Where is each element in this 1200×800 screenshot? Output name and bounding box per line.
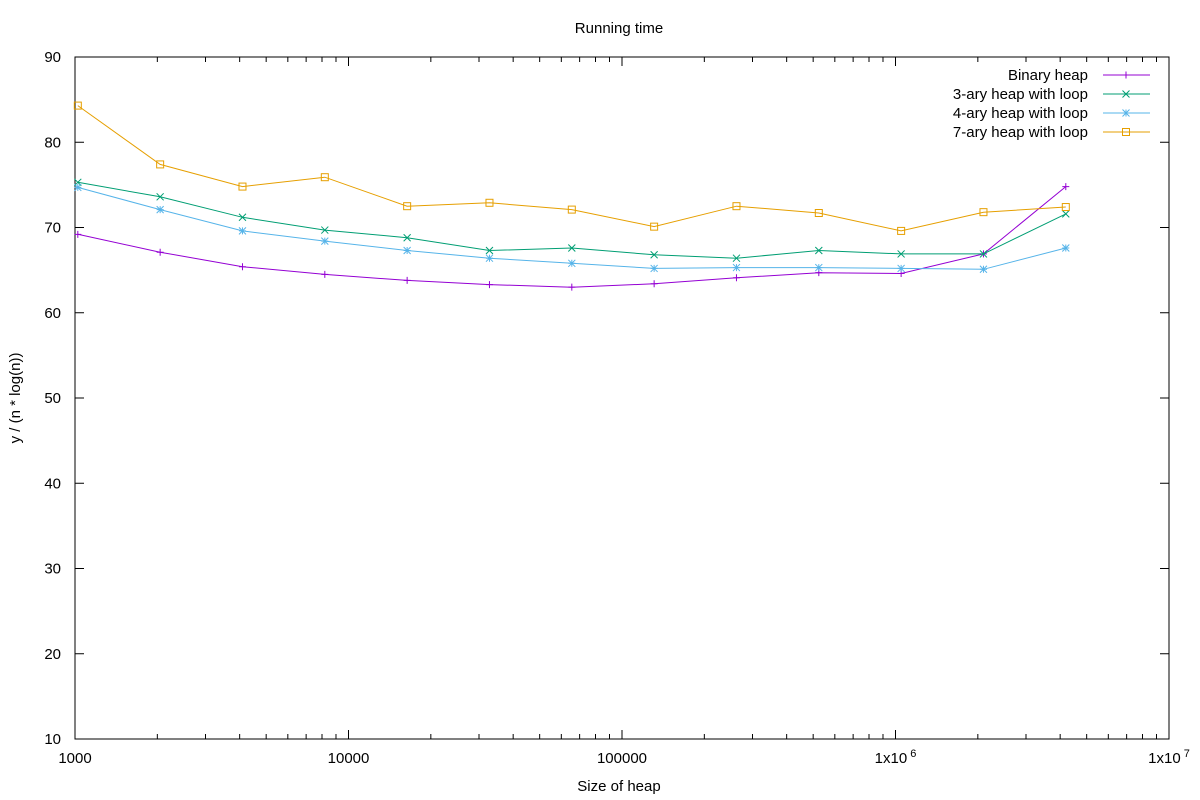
data-point: [403, 276, 411, 284]
data-point: [567, 259, 576, 268]
legend: Binary heap 3-ary heap with loop 4-ary hea…: [953, 67, 1150, 141]
legend-entry: 4-ary heap with loop: [953, 105, 1150, 122]
data-point: [74, 230, 82, 238]
data-point: [979, 250, 988, 258]
y-tick-label: 40: [44, 475, 61, 492]
data-point: [238, 182, 247, 191]
data-point: [485, 246, 494, 255]
series-4: [73, 101, 1070, 235]
data-point: [403, 233, 411, 242]
data-point: [320, 173, 329, 182]
y-tick-label: 60: [44, 305, 61, 322]
data-point: [1061, 244, 1070, 252]
data-point: [485, 281, 493, 289]
legend-label: 7-ary heap with loop: [953, 124, 1088, 141]
data-point: [650, 264, 658, 273]
legend-marker: [1122, 109, 1130, 117]
data-point: [1061, 203, 1070, 212]
x-tick-label: 10000: [328, 750, 370, 767]
data-point: [814, 209, 823, 218]
legend-label: Binary heap: [1008, 67, 1088, 84]
data-point: [156, 192, 165, 201]
data-point: [320, 237, 329, 245]
data-point: [732, 202, 741, 211]
data-point: [156, 248, 164, 256]
y-axis-ticks: 10 20 30 40 50 60 70 80 90: [44, 49, 1169, 748]
data-point: [568, 283, 576, 291]
y-tick-label: 30: [44, 561, 61, 578]
legend-label: 4-ary heap with loop: [953, 105, 1088, 122]
data-point: [73, 183, 82, 192]
data-point: [238, 227, 247, 235]
data-point: [650, 222, 659, 231]
chart-title: Running time: [575, 20, 663, 37]
y-tick-label: 50: [44, 390, 61, 407]
data-point: [73, 101, 82, 110]
data-point: [485, 198, 494, 207]
data-point: [650, 280, 658, 288]
series-line: [77, 186, 1067, 288]
data-point: [156, 205, 165, 214]
data-point: [320, 226, 329, 234]
series-2: [73, 178, 1070, 263]
data-point: [156, 160, 165, 169]
y-tick-label: 90: [44, 49, 61, 66]
data-point: [403, 202, 412, 211]
data-point: [732, 254, 741, 263]
series-1: [74, 183, 1070, 291]
data-point: [897, 264, 905, 273]
data-point: [979, 265, 988, 274]
data-point: [567, 205, 576, 214]
data-point: [238, 263, 246, 271]
data-point: [485, 254, 494, 263]
y-tick-label: 10: [44, 731, 61, 748]
data-point: [814, 246, 823, 255]
data-point: [1062, 183, 1070, 191]
data-point: [897, 250, 905, 258]
x-tick-label: 1000: [58, 750, 91, 767]
data-point: [321, 270, 329, 278]
data-point: [979, 208, 988, 217]
x-tick-label: 1x10 7: [1148, 748, 1190, 767]
series-line: [77, 186, 1066, 270]
data-point: [238, 213, 247, 222]
data-point: [567, 244, 576, 252]
y-tick-label: 20: [44, 646, 61, 663]
x-axis-ticks: 1000 10000 100000 1x10 6 1x10 7: [58, 57, 1190, 767]
legend-label: 3-ary heap with loop: [953, 86, 1088, 103]
legend-marker: [1122, 71, 1130, 79]
legend-entry: Binary heap: [1008, 67, 1150, 84]
data-point: [732, 263, 741, 272]
data-point: [732, 274, 740, 282]
data-point: [814, 263, 823, 272]
series-line: [77, 181, 1067, 259]
series-layer: [73, 101, 1070, 291]
x-tick-label: 100000: [597, 750, 647, 767]
legend-entry: 7-ary heap with loop: [953, 124, 1150, 141]
legend-marker: [1122, 90, 1130, 98]
data-point: [1061, 210, 1070, 218]
y-tick-label: 70: [44, 220, 61, 237]
data-point: [897, 226, 906, 235]
series-line: [77, 105, 1066, 232]
x-tick-label: 1x10 6: [875, 748, 917, 767]
data-point: [403, 246, 411, 255]
data-point: [650, 250, 658, 259]
x-axis-label: Size of heap: [577, 778, 660, 795]
series-3: [73, 183, 1070, 274]
y-tick-label: 80: [44, 134, 61, 151]
plot-frame: [74, 56, 1170, 740]
legend-entry: 3-ary heap with loop: [953, 86, 1150, 103]
legend-marker: [1122, 128, 1130, 136]
y-axis-label: y / (n * log(n)): [7, 353, 24, 444]
